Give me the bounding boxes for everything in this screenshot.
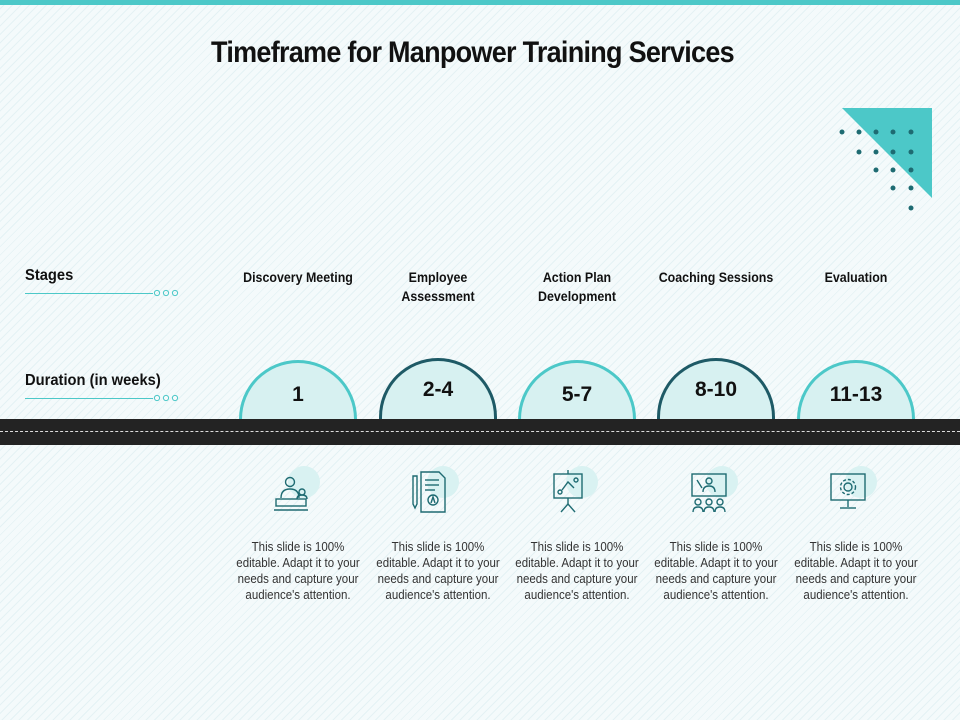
slide-title: Timeframe for Manpower Training Services: [211, 36, 735, 69]
duration-value: 1: [292, 383, 304, 406]
stage-description: This slide is 100% editable. Adapt it to…: [794, 540, 918, 602]
stages-label: Stages: [25, 267, 74, 284]
stages-dots-decoration: [153, 289, 179, 297]
road-center-line: [0, 431, 960, 432]
stage-name-assessment: Employee Assessment: [401, 270, 475, 304]
top-accent-bar: [0, 0, 960, 5]
stage-name-evaluation: Evaluation: [824, 270, 888, 285]
strategy-board-icon: [548, 462, 606, 520]
duration-underline: [25, 398, 153, 399]
coaching-group-icon: [688, 462, 746, 520]
stage-description: This slide is 100% editable. Adapt it to…: [376, 540, 500, 602]
stage-name-discovery: Discovery Meeting: [243, 270, 353, 285]
timeline-road: [0, 419, 960, 445]
assessment-document-icon: [409, 462, 467, 520]
stage-description: This slide is 100% editable. Adapt it to…: [654, 540, 778, 602]
duration-value: 11-13: [829, 383, 883, 406]
stage-name-coaching: Coaching Sessions: [658, 270, 774, 285]
stage-name-action-plan: Action Plan Development: [538, 270, 616, 304]
monitor-gear-icon: [827, 462, 885, 520]
meeting-presenter-icon: [270, 462, 328, 520]
duration-value: 2-4: [422, 378, 454, 401]
stage-description: This slide is 100% editable. Adapt it to…: [236, 540, 360, 602]
stages-underline: [25, 293, 153, 294]
duration-value: 5-7: [561, 383, 593, 406]
duration-label: Duration (in weeks): [25, 372, 161, 389]
stage-description: This slide is 100% editable. Adapt it to…: [515, 540, 639, 602]
corner-triangle-decoration: [839, 108, 932, 211]
duration-dots-decoration: [153, 394, 179, 402]
duration-value: 8-10: [694, 378, 738, 401]
